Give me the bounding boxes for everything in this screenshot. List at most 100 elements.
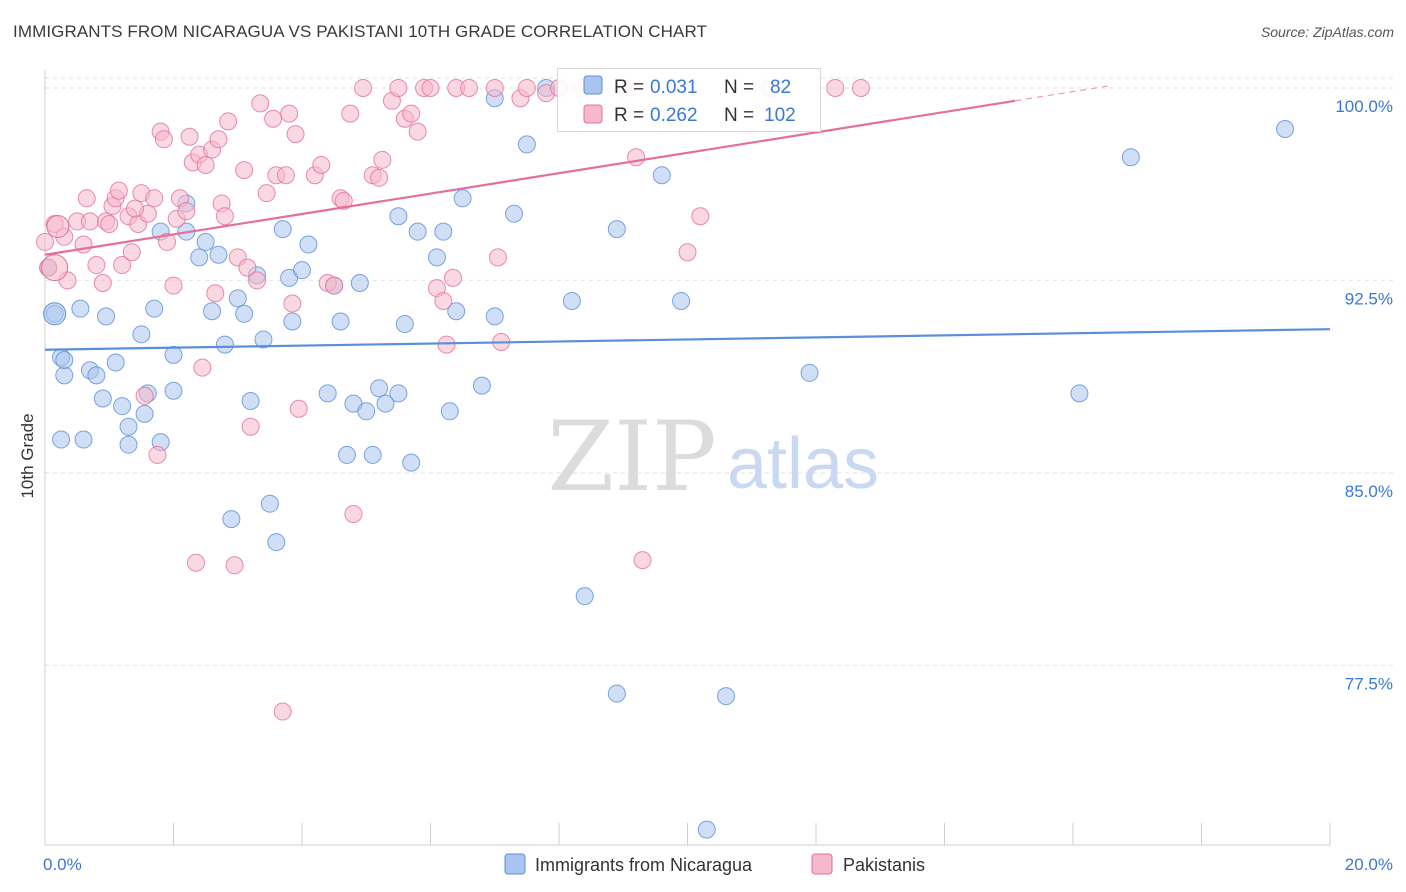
point-nicaragua bbox=[74, 430, 93, 449]
x-tick-label: 0.0% bbox=[43, 855, 82, 874]
point-nicaragua bbox=[222, 510, 241, 529]
point-pakistanis bbox=[135, 386, 154, 405]
point-pakistanis bbox=[248, 271, 267, 290]
point-nicaragua bbox=[485, 307, 504, 326]
series-legend-swatch-nicaragua bbox=[504, 853, 526, 875]
point-pakistanis bbox=[196, 155, 215, 174]
point-nicaragua bbox=[55, 366, 74, 385]
x-tick-label: 20.0% bbox=[1345, 855, 1393, 874]
point-pakistanis bbox=[80, 212, 99, 231]
point-pakistanis bbox=[408, 122, 427, 141]
point-nicaragua bbox=[434, 222, 453, 241]
trend-line-pakistanis-extension bbox=[1015, 84, 1112, 102]
point-pakistanis bbox=[283, 294, 302, 313]
point-pakistanis bbox=[678, 243, 697, 262]
point-pakistanis bbox=[354, 78, 373, 97]
point-pakistanis bbox=[113, 256, 132, 275]
point-nicaragua bbox=[93, 389, 112, 408]
point-nicaragua bbox=[517, 135, 536, 154]
point-pakistanis bbox=[36, 232, 54, 251]
point-pakistanis bbox=[164, 276, 183, 295]
point-nicaragua bbox=[135, 404, 154, 423]
series-legend: Immigrants from Nicaragua Pakistanis bbox=[504, 853, 925, 875]
point-pakistanis bbox=[633, 551, 652, 570]
x-tick-labels: 0.0% 20.0% bbox=[43, 855, 1393, 874]
point-nicaragua bbox=[132, 325, 151, 344]
trend-line-nicaragua bbox=[44, 328, 1331, 351]
point-pakistanis bbox=[186, 553, 205, 572]
point-nicaragua bbox=[52, 430, 71, 449]
point-pakistanis bbox=[251, 94, 270, 113]
point-pakistanis bbox=[517, 78, 536, 97]
point-pakistanis bbox=[219, 112, 238, 131]
point-nicaragua bbox=[672, 291, 691, 310]
point-pakistanis bbox=[370, 168, 389, 187]
point-nicaragua bbox=[267, 533, 286, 552]
point-pakistanis bbox=[209, 130, 228, 149]
point-nicaragua bbox=[337, 445, 356, 464]
point-pakistanis bbox=[691, 207, 710, 226]
series-legend-label-pakistanis: Pakistanis bbox=[843, 855, 925, 875]
point-pakistanis bbox=[273, 702, 292, 721]
point-pakistanis bbox=[280, 104, 299, 123]
point-pakistanis bbox=[154, 130, 173, 149]
point-pakistanis bbox=[443, 268, 462, 287]
trend-lines bbox=[44, 84, 1331, 351]
point-pakistanis bbox=[93, 273, 112, 292]
point-nicaragua bbox=[402, 453, 421, 472]
point-nicaragua bbox=[235, 304, 254, 323]
point-pakistanis bbox=[77, 189, 96, 208]
point-pakistanis bbox=[158, 232, 177, 251]
point-pakistanis bbox=[434, 291, 453, 310]
y-tick-label: 92.5% bbox=[1345, 289, 1393, 308]
point-nicaragua bbox=[119, 417, 138, 436]
point-nicaragua bbox=[363, 445, 382, 464]
point-nicaragua bbox=[607, 684, 626, 703]
point-nicaragua bbox=[800, 363, 819, 382]
point-nicaragua bbox=[293, 261, 311, 280]
point-nicaragua bbox=[283, 312, 302, 331]
point-nicaragua bbox=[318, 384, 337, 403]
point-pakistanis bbox=[235, 161, 254, 180]
point-pakistanis bbox=[344, 504, 363, 523]
point-nicaragua bbox=[254, 330, 273, 349]
point-pakistanis bbox=[460, 78, 479, 97]
legend-r-value: 0.262 bbox=[650, 105, 698, 126]
y-axis-label: 10th Grade bbox=[18, 413, 37, 498]
point-nicaragua bbox=[395, 315, 414, 334]
point-nicaragua bbox=[652, 166, 671, 185]
point-pakistanis bbox=[289, 399, 308, 418]
point-pakistanis bbox=[851, 78, 870, 97]
legend-r-value: 0.031 bbox=[650, 77, 698, 98]
point-nicaragua bbox=[71, 299, 90, 318]
series-legend-swatch-pakistanis bbox=[811, 853, 833, 875]
point-nicaragua bbox=[370, 379, 389, 398]
y-tick-label: 100.0% bbox=[1335, 97, 1393, 116]
point-pakistanis bbox=[389, 78, 408, 97]
legend-n-value: 82 bbox=[770, 77, 791, 98]
point-nicaragua bbox=[607, 220, 626, 239]
point-pakistanis bbox=[180, 127, 199, 146]
point-nicaragua bbox=[331, 312, 350, 331]
point-pakistanis bbox=[373, 150, 392, 169]
legend-r-label: R = bbox=[614, 77, 644, 98]
point-pakistanis bbox=[402, 104, 421, 123]
point-nicaragua bbox=[697, 820, 716, 839]
point-pakistanis-large bbox=[46, 215, 70, 239]
point-pakistanis bbox=[312, 155, 331, 174]
point-pakistanis bbox=[238, 258, 257, 277]
point-nicaragua bbox=[350, 273, 369, 292]
point-nicaragua bbox=[453, 189, 472, 208]
point-nicaragua bbox=[241, 392, 260, 411]
point-nicaragua bbox=[717, 687, 736, 706]
source-label: Source: ZipAtlas.com bbox=[1260, 24, 1394, 40]
point-pakistanis bbox=[286, 125, 305, 144]
watermark-atlas: atlas bbox=[727, 424, 879, 504]
point-pakistanis bbox=[122, 243, 141, 262]
point-pakistanis bbox=[485, 78, 504, 97]
point-nicaragua bbox=[145, 299, 164, 318]
legend-swatch-nicaragua bbox=[583, 75, 603, 95]
point-nicaragua bbox=[299, 235, 318, 254]
point-nicaragua bbox=[1070, 384, 1089, 403]
